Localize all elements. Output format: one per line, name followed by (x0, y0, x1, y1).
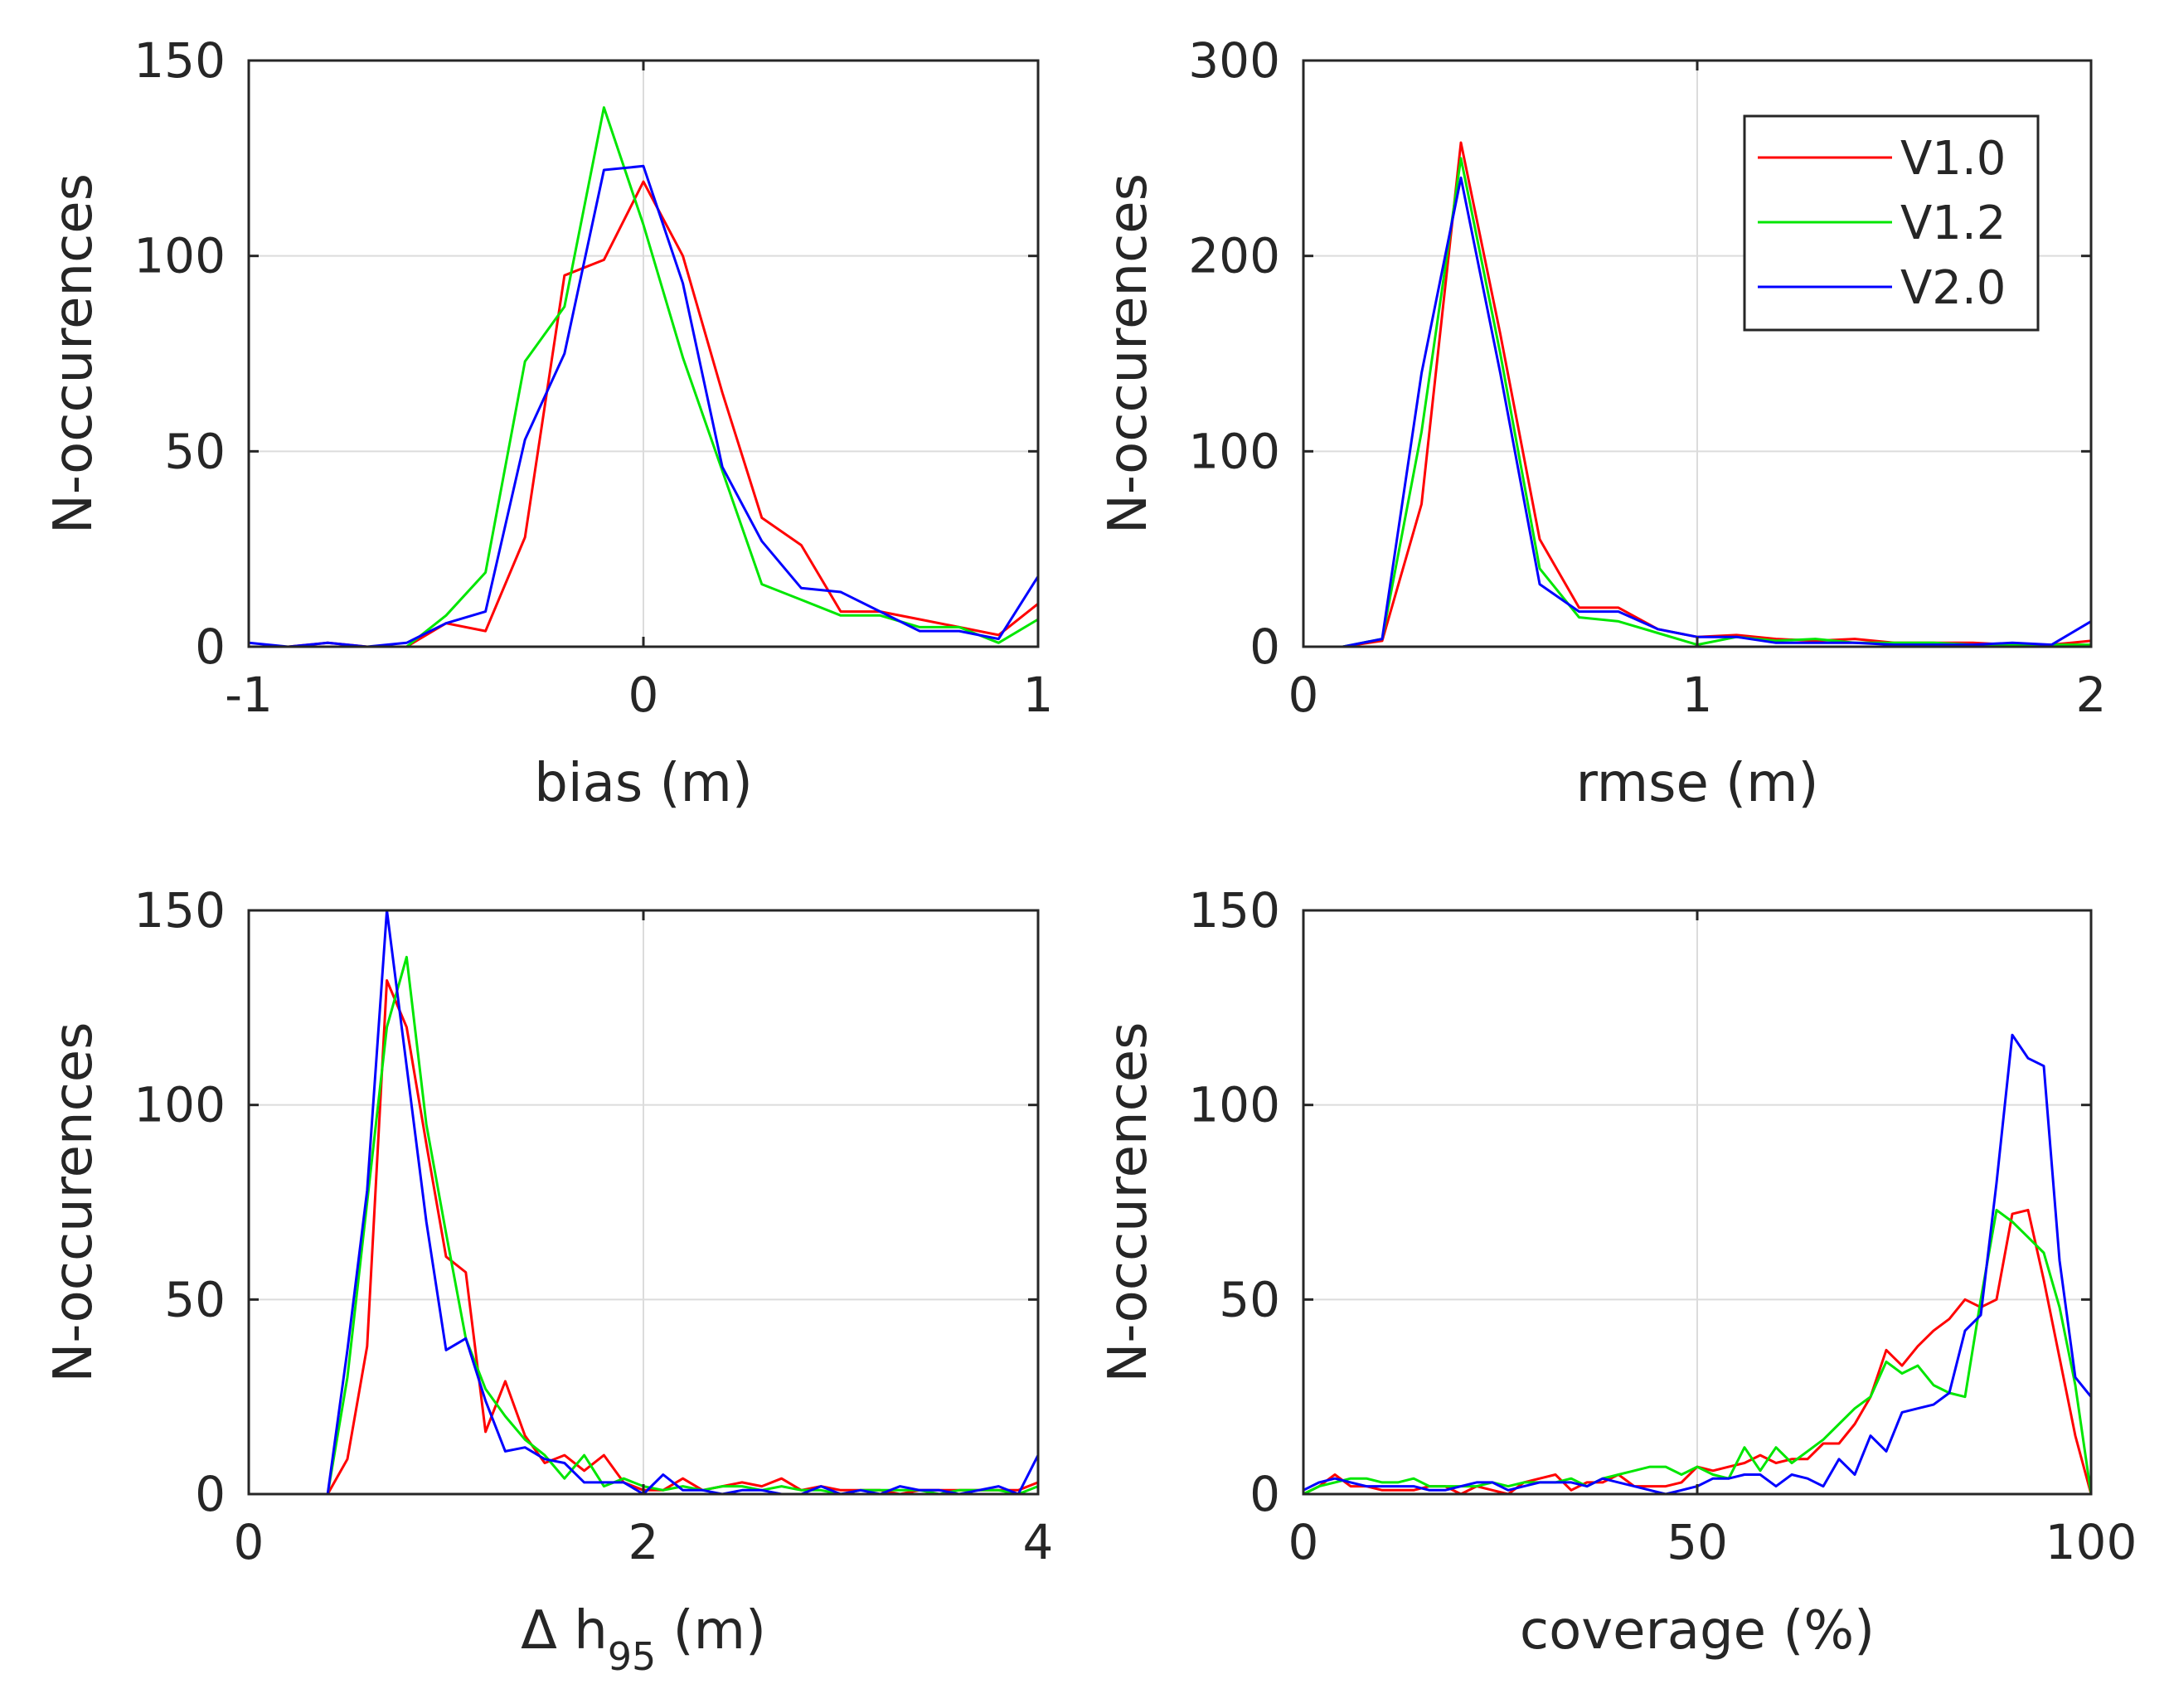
x-tick-label: 0 (1288, 1514, 1319, 1570)
x-axis-label: Δ h95 (m) (521, 1600, 766, 1679)
x-tick-label: 2 (2076, 667, 2107, 723)
y-tick-label: 150 (133, 32, 226, 89)
y-tick-label: 100 (133, 228, 226, 284)
y-tick-label: 0 (195, 619, 226, 675)
y-axis-label: N-occurences (1098, 173, 1159, 534)
x-tick-label: 2 (628, 1514, 659, 1570)
x-axis-label: rmse (m) (1576, 753, 1819, 814)
x-tick-label: 0 (1288, 667, 1319, 723)
series-line-V1.2 (1303, 1208, 2093, 1496)
y-tick-label: 0 (195, 1466, 226, 1522)
x-tick-label: 100 (2045, 1514, 2137, 1570)
legend-label-V2.0: V2.0 (1900, 261, 2006, 315)
x-tick-label: 50 (1667, 1514, 1728, 1570)
x-axis-label: coverage (%) (1520, 1600, 1875, 1662)
y-tick-label: 150 (133, 882, 226, 939)
legend-label-V1.0: V1.0 (1900, 132, 2006, 186)
legend: V1.0 V1.2 V2.0 (1743, 114, 2040, 332)
y-tick-label: 150 (1188, 882, 1280, 939)
y-tick-label: 0 (1249, 1466, 1280, 1522)
x-axis-label: bias (m) (534, 753, 753, 814)
y-tick-label: 50 (1219, 1271, 1280, 1327)
panel-4: 0 50 100 0 50 100 150 coverage (%) N-occurences (1098, 882, 2137, 1662)
y-axis-label: N-occurences (1098, 1022, 1159, 1383)
x-tick-label: -1 (225, 667, 273, 723)
y-tick-label: 50 (164, 1271, 226, 1327)
series-line-V2.0 (248, 164, 1040, 648)
y-tick-label: 100 (133, 1077, 226, 1133)
y-axis-label: N-occurences (43, 1022, 104, 1383)
legend-label-V1.2: V1.2 (1900, 197, 2006, 250)
panel-3: 0 2 4 0 50 100 150 Δ h95 (m) N-occurences (43, 882, 1053, 1679)
y-tick-label: 0 (1249, 619, 1280, 675)
x-tick-label: 0 (234, 1514, 264, 1570)
y-tick-label: 50 (164, 423, 226, 479)
y-tick-label: 100 (1188, 1077, 1280, 1133)
y-tick-label: 100 (1188, 423, 1280, 479)
x-tick-label: 0 (628, 667, 659, 723)
x-tick-label: 1 (1023, 667, 1054, 723)
x-tick-label: 1 (1682, 667, 1713, 723)
x-tick-label: 4 (1023, 1514, 1054, 1570)
y-tick-label: 200 (1188, 228, 1280, 284)
y-axis-label: N-occurences (43, 173, 104, 534)
y-tick-label: 300 (1188, 32, 1280, 89)
